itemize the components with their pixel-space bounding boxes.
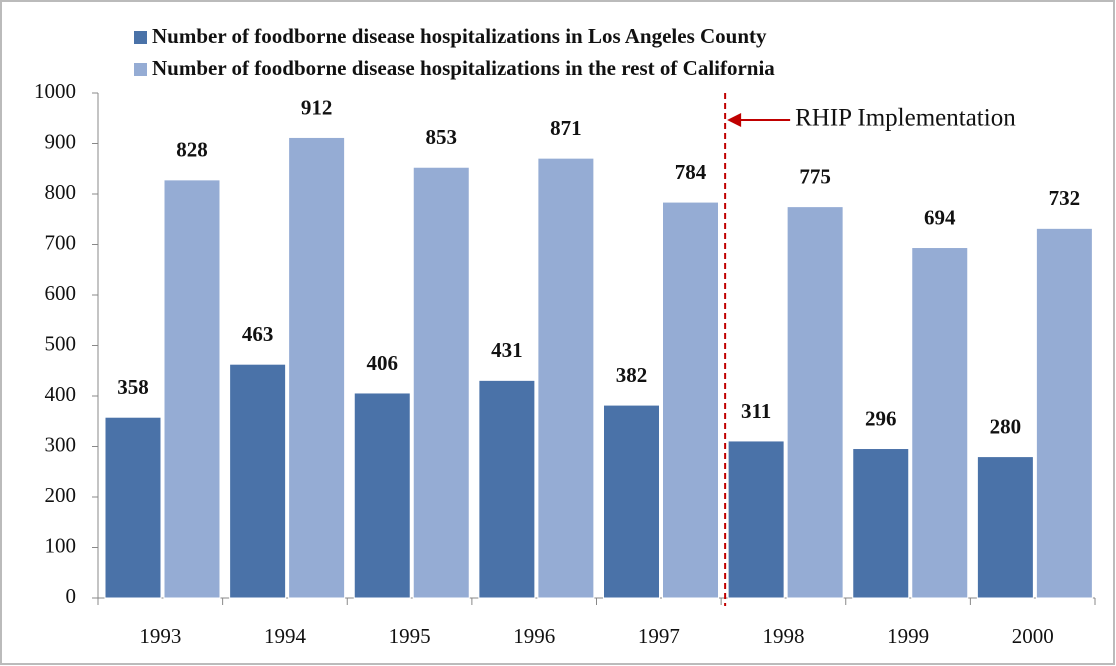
- y-tick-label: 300: [45, 432, 77, 456]
- y-tick-label: 800: [45, 180, 77, 204]
- annotation-arrowhead: [727, 113, 742, 127]
- value-label: 296: [865, 406, 897, 430]
- value-label: 912: [301, 95, 333, 119]
- value-label: 775: [799, 164, 831, 188]
- bar: [537, 157, 595, 599]
- bar: [603, 404, 660, 599]
- y-tick-label: 0: [66, 584, 77, 608]
- bar: [412, 166, 470, 599]
- bar: [852, 448, 910, 599]
- value-label: 406: [367, 351, 399, 375]
- bar: [911, 247, 969, 599]
- annotation-text: RHIP Implementation: [795, 105, 1016, 132]
- value-label: 694: [924, 205, 956, 229]
- bar: [288, 136, 346, 599]
- value-label: 463: [242, 322, 274, 346]
- value-label: 358: [117, 375, 149, 399]
- y-tick-label: 500: [45, 331, 77, 355]
- x-tick-label: 1997: [638, 624, 680, 648]
- y-tick-label: 700: [45, 230, 77, 254]
- y-tick-label: 100: [45, 533, 77, 557]
- x-tick-label: 1993: [139, 624, 181, 648]
- value-label: 431: [491, 338, 523, 362]
- bar: [353, 392, 411, 599]
- bar: [727, 440, 785, 599]
- x-tick-label: 2000: [1012, 624, 1054, 648]
- legend-label: Number of foodborne disease hospitalizat…: [152, 24, 767, 48]
- x-tick-label: 1998: [762, 624, 804, 648]
- y-tick-label: 400: [45, 382, 77, 406]
- bar: [976, 456, 1034, 599]
- bar: [104, 416, 162, 599]
- value-label: 382: [616, 363, 648, 387]
- bar: [478, 379, 536, 599]
- bar: [229, 363, 287, 599]
- bar: [662, 201, 719, 599]
- bar: [1035, 227, 1093, 599]
- legend-swatch: [134, 31, 147, 44]
- y-tick-label: 200: [45, 483, 77, 507]
- legend-label: Number of foodborne disease hospitalizat…: [152, 56, 775, 80]
- x-tick-label: 1995: [389, 624, 431, 648]
- x-tick-label: 1994: [264, 624, 307, 648]
- y-tick-label: 900: [45, 129, 77, 153]
- bar: [163, 179, 221, 599]
- value-label: 732: [1049, 186, 1081, 210]
- value-label: 311: [741, 399, 771, 423]
- x-tick-label: 1996: [513, 624, 555, 648]
- x-tick-label: 1999: [887, 624, 929, 648]
- value-label: 280: [990, 414, 1022, 438]
- value-label: 784: [675, 160, 707, 184]
- legend-swatch: [134, 63, 147, 76]
- value-label: 853: [426, 125, 458, 149]
- y-tick-label: 600: [45, 281, 77, 305]
- bar: [786, 206, 844, 599]
- y-tick-label: 1000: [34, 79, 76, 103]
- value-label: 828: [176, 138, 208, 162]
- value-label: 871: [550, 116, 582, 140]
